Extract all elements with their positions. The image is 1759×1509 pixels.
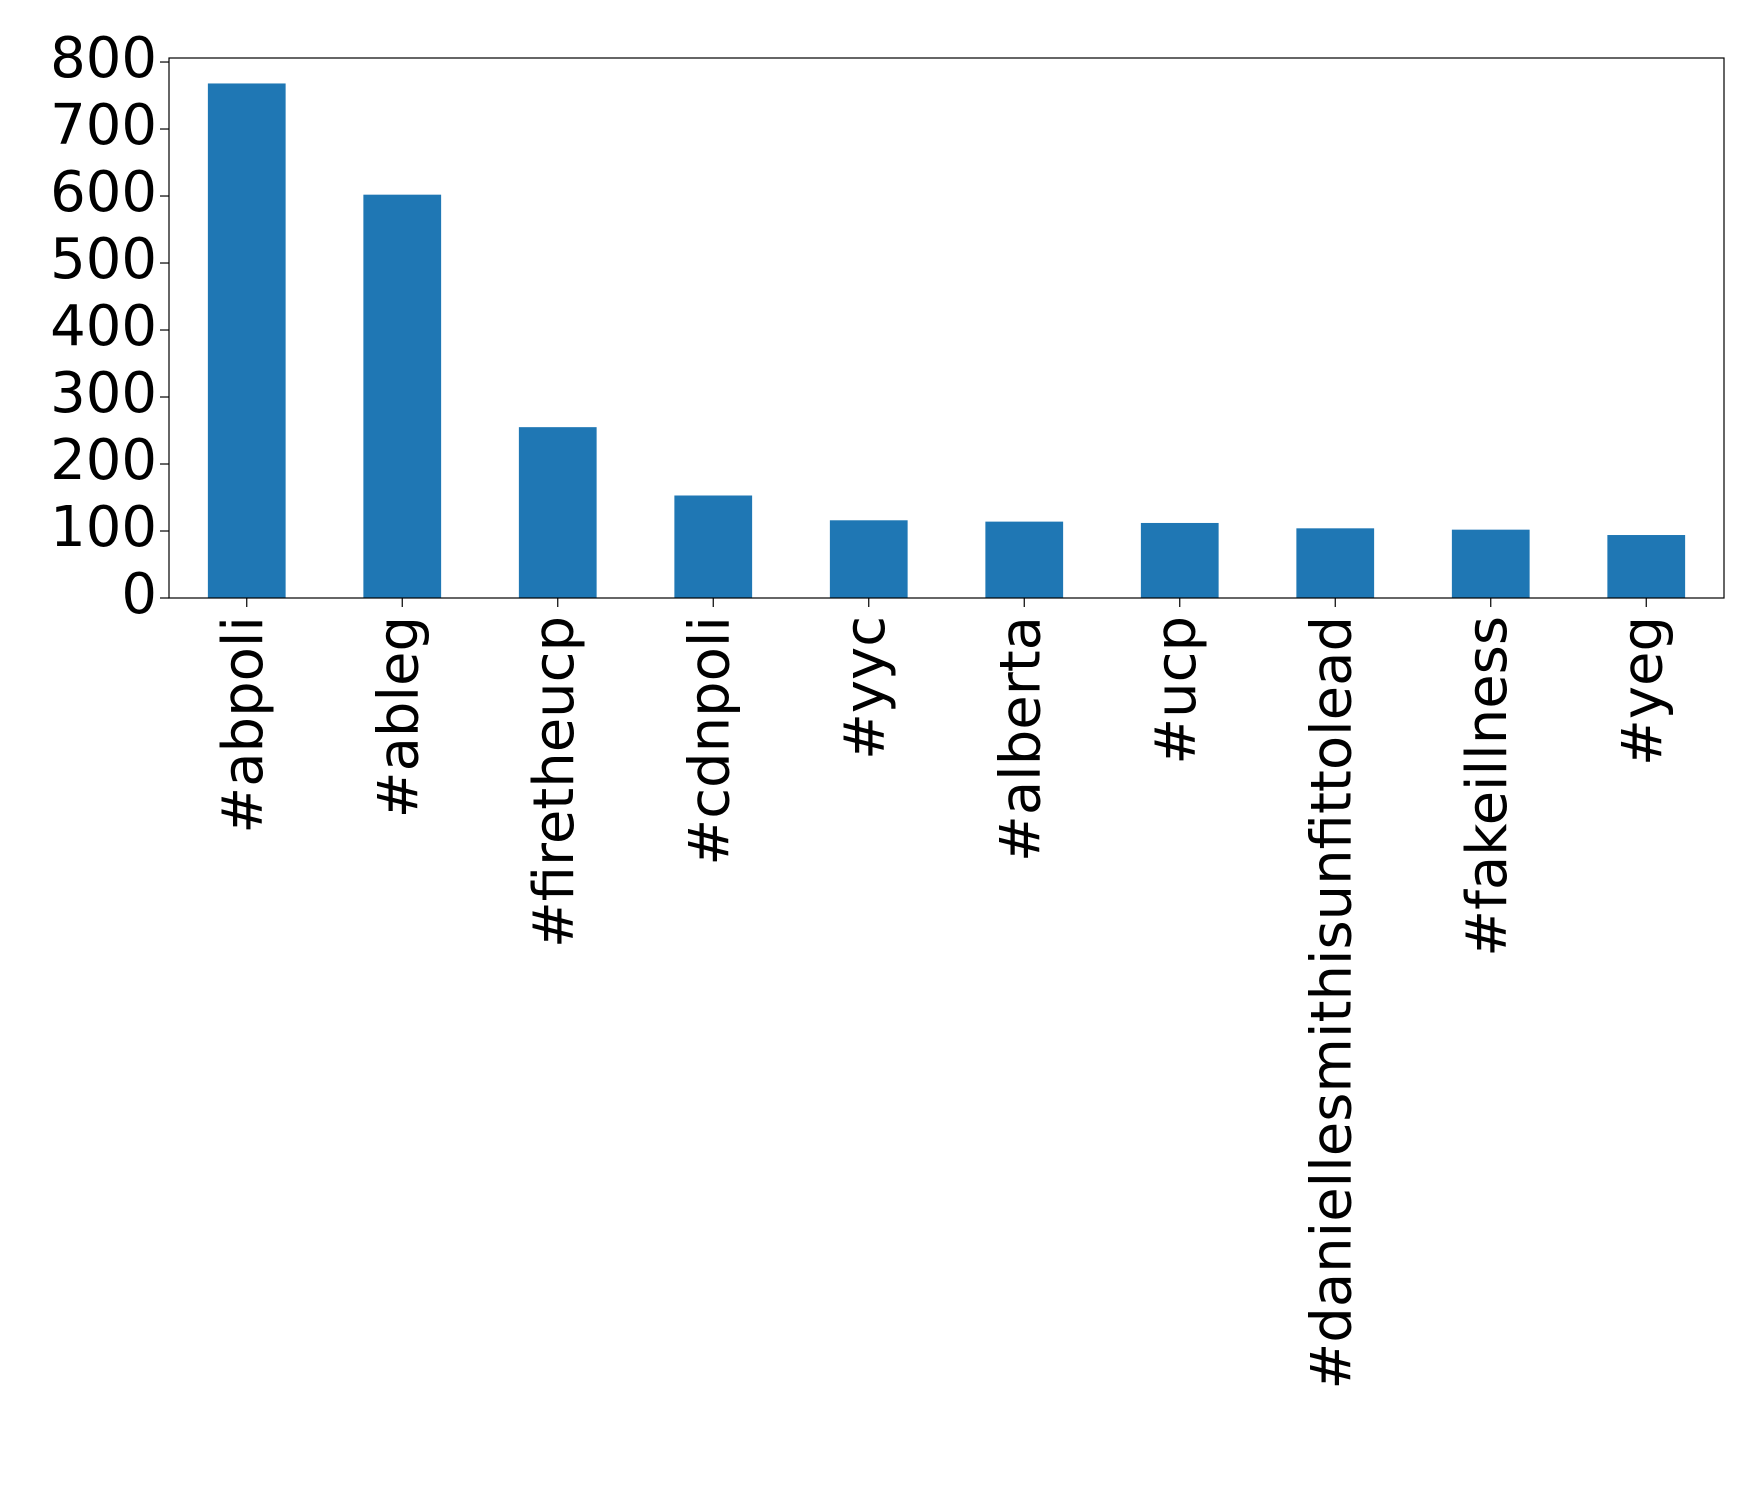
bar [1607,535,1686,598]
x-tick-label: #ucp [1144,616,1209,765]
x-tick-label: #ableg [366,616,431,818]
y-tick-label: 100 [50,495,157,560]
y-tick-label: 0 [121,562,157,627]
bar [1140,522,1219,598]
plot-frame [168,57,1725,599]
x-tick-label: #fakeillness [1455,616,1520,957]
bar [363,194,442,599]
bar [829,520,908,598]
bar [207,83,286,599]
x-tick-label: #yeg [1610,616,1675,766]
x-tick-label: #daniellesmithisunfittolead [1299,616,1364,1390]
bar [674,495,753,598]
x-tick-label: #firetheucp [522,616,587,948]
x-tick-label: #yyc [833,616,898,760]
x-tick-label: #abpoli [211,616,276,834]
y-tick-label: 400 [50,294,157,359]
y-tick-label: 800 [50,26,157,91]
bar [1451,529,1530,598]
x-tick-label: #cdnpoli [677,616,742,866]
x-tick-label: #alberta [988,616,1053,862]
bar [985,521,1064,598]
y-tick-label: 500 [50,227,157,292]
bar [1296,528,1375,598]
bar [518,427,597,598]
y-tick-label: 600 [50,160,157,225]
y-tick-label: 300 [50,361,157,426]
y-tick-label: 200 [50,428,157,493]
y-tick-label: 700 [50,93,157,158]
